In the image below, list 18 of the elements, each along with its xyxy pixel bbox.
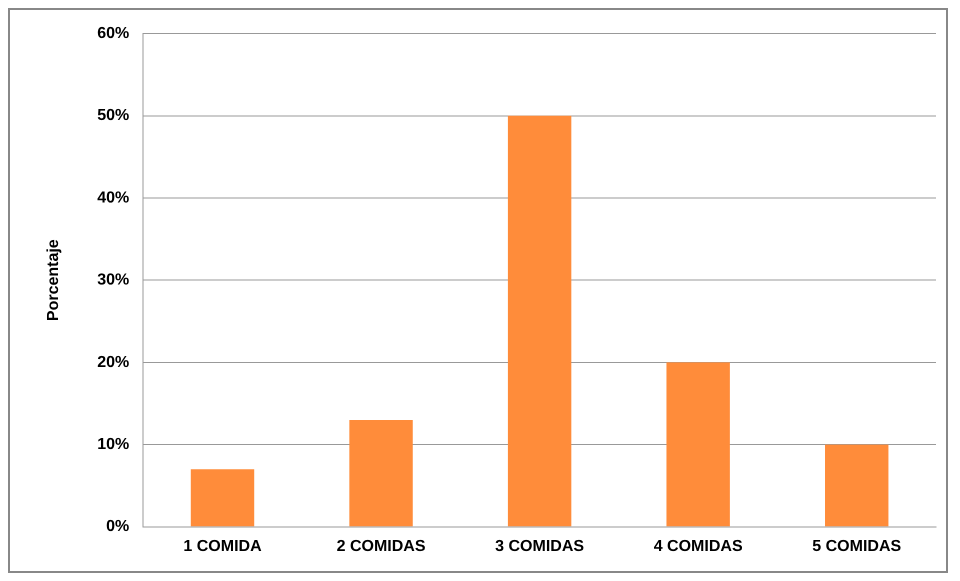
bar (666, 362, 730, 526)
bar (349, 420, 413, 526)
y-axis-title: Porcentaje (45, 239, 62, 322)
x-tick-label: 4 COMIDAS (654, 538, 743, 555)
y-tick-label: 20% (97, 354, 130, 371)
y-tick-label: 40% (97, 189, 130, 206)
x-tick-label: 5 COMIDAS (812, 538, 902, 555)
x-tick-label: 2 COMIDAS (336, 538, 426, 555)
x-tick-label: 1 COMIDA (183, 538, 262, 555)
bar (508, 116, 572, 526)
y-tick-label: 60% (97, 25, 130, 42)
y-tick-label: 0% (106, 518, 130, 536)
y-tick-label: 30% (97, 272, 130, 289)
y-tick-label: 50% (97, 107, 130, 124)
x-tick-label: 3 COMIDAS (495, 538, 584, 555)
bar (190, 469, 254, 526)
y-tick-label: 10% (97, 436, 130, 454)
bar (825, 444, 888, 526)
